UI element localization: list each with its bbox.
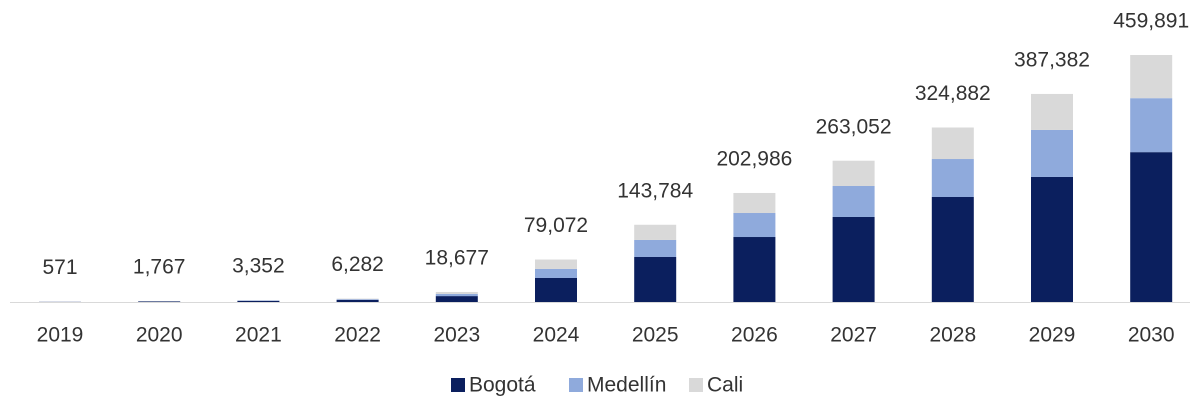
bar-segment xyxy=(435,291,478,294)
bar-segment xyxy=(733,192,776,214)
bar-segment xyxy=(1130,98,1173,153)
bar-segment xyxy=(634,256,677,302)
total-label: 263,052 xyxy=(816,115,892,138)
total-label: 571 xyxy=(42,256,77,279)
x-tick-label: 2025 xyxy=(632,324,679,347)
legend-swatch xyxy=(689,378,703,392)
bar-segment xyxy=(832,185,875,217)
bar-segment xyxy=(535,277,577,302)
bar-segment xyxy=(1031,93,1073,130)
x-tick-label: 2022 xyxy=(334,324,381,347)
legend-label: Bogotá xyxy=(469,374,536,397)
bar-segment xyxy=(435,296,478,302)
bar-segment xyxy=(733,213,776,238)
bar-segment xyxy=(733,237,776,302)
x-tick-label: 2029 xyxy=(1029,324,1076,347)
bar-segment xyxy=(634,224,677,240)
bar-segment xyxy=(832,216,875,302)
legend-label: Medellín xyxy=(587,374,666,397)
total-label: 6,282 xyxy=(331,253,384,276)
bar-segment xyxy=(832,160,875,186)
bar-segment xyxy=(1031,129,1073,177)
bar-segment xyxy=(435,293,478,297)
x-tick-label: 2030 xyxy=(1128,324,1175,347)
bar-segment xyxy=(1031,176,1073,302)
bar-segment xyxy=(138,301,181,302)
x-tick-label: 2023 xyxy=(433,324,480,347)
x-tick-label: 2020 xyxy=(136,324,183,347)
total-label: 387,382 xyxy=(1014,48,1090,71)
bar-segment xyxy=(237,300,280,302)
legend-swatch xyxy=(451,378,465,392)
bar-segment xyxy=(336,298,379,300)
x-tick-label: 2028 xyxy=(929,324,976,347)
bar-segment xyxy=(336,299,379,302)
total-label: 459,891 xyxy=(1113,10,1189,33)
bar-segment xyxy=(931,197,974,302)
bar-segment xyxy=(931,127,974,160)
total-label: 1,767 xyxy=(133,256,186,279)
bar-segment xyxy=(336,299,379,300)
x-tick-label: 2019 xyxy=(37,324,84,347)
bar-segment xyxy=(931,159,974,198)
total-label: 79,072 xyxy=(524,214,588,237)
total-label: 18,677 xyxy=(425,247,489,270)
legend-swatch xyxy=(569,378,583,392)
total-label: 324,882 xyxy=(915,82,991,105)
x-tick-label: 2024 xyxy=(533,324,580,347)
bar-segment xyxy=(535,259,577,269)
x-tick-label: 2027 xyxy=(830,324,877,347)
total-label: 202,986 xyxy=(716,148,792,171)
bar-segment xyxy=(1130,152,1173,302)
bar-segment xyxy=(634,239,677,257)
total-label: 3,352 xyxy=(232,255,285,278)
legend-label: Cali xyxy=(707,374,743,397)
bar-segment xyxy=(535,268,577,278)
x-tick-label: 2026 xyxy=(731,324,778,347)
bar-segment xyxy=(1130,55,1173,99)
x-tick-label: 2021 xyxy=(235,324,282,347)
total-label: 143,784 xyxy=(617,179,693,202)
